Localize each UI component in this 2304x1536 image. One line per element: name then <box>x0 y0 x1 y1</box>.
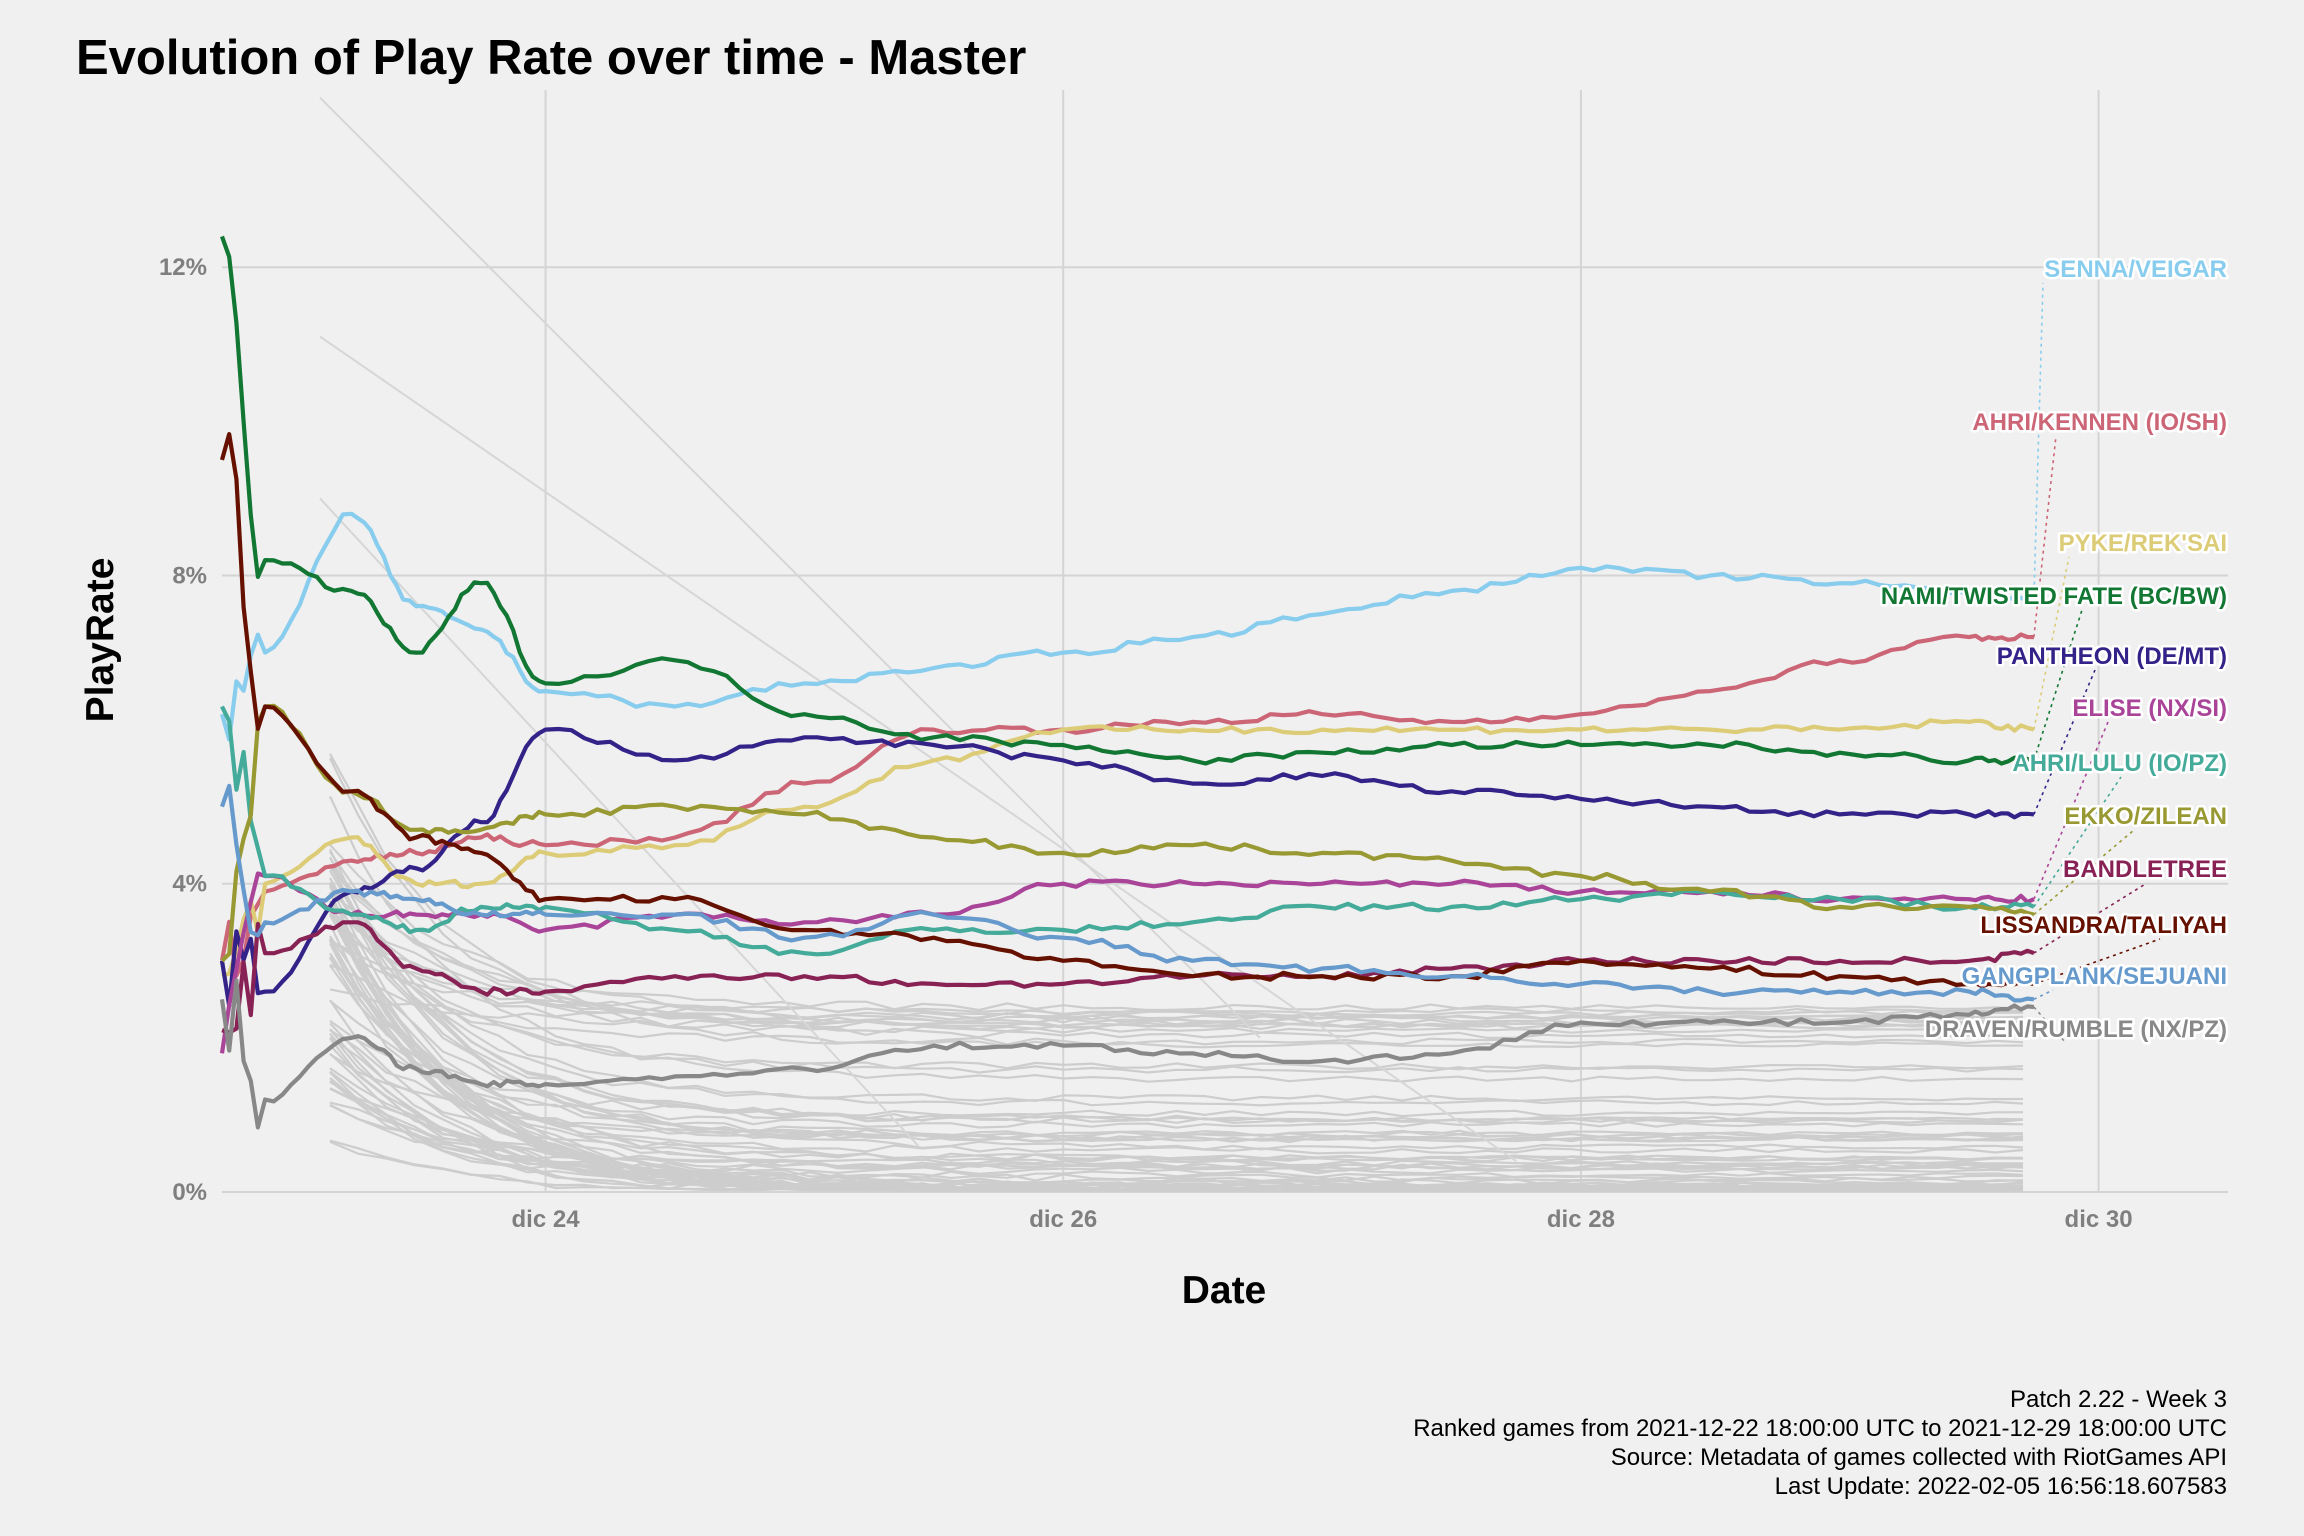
background-series-line <box>329 964 2024 1155</box>
series-line <box>219 978 2035 1130</box>
series-end-label: BANDLETREE <box>2063 856 2227 883</box>
background-series-line <box>329 939 2024 1191</box>
label-leader-line <box>2033 989 2054 1001</box>
x-tick-label: dic 30 <box>2065 1206 2133 1233</box>
background-series-line <box>329 863 2024 1123</box>
background-series-line <box>329 1020 2024 1118</box>
x-tick-label: dic 28 <box>1547 1206 1615 1233</box>
series-end-label: LISSANDRA/TALIYAH <box>1980 912 2227 939</box>
label-leader-line <box>2033 829 2135 916</box>
label-leader-line <box>2033 882 2148 954</box>
background-series-line <box>329 795 2024 1083</box>
background-series-line <box>329 1104 2024 1182</box>
series-line <box>219 632 2034 978</box>
label-leader-line <box>2033 938 2161 985</box>
chart-title: Evolution of Play Rate over time - Maste… <box>76 31 1027 85</box>
background-series-line <box>319 335 1517 1162</box>
series-end-label: ELISE (NX/SI) <box>2072 695 2227 722</box>
series-end-label: SENNA/VEIGAR <box>2044 256 2227 283</box>
series-line <box>221 718 2035 979</box>
series-end-label: EKKO/ZILEAN <box>2064 803 2227 830</box>
series-line <box>220 703 2035 963</box>
background-series-line <box>329 877 2024 1144</box>
background-series-line <box>329 856 2024 1103</box>
x-tick-label: dic 24 <box>512 1206 581 1233</box>
x-axis-title: Date <box>1182 1269 1267 1312</box>
label-leader-line <box>2033 282 2044 599</box>
background-series-line <box>329 911 2024 1034</box>
background-series-line <box>329 913 2023 1192</box>
series-line <box>219 432 2035 989</box>
series-line <box>220 783 2035 1003</box>
series-line <box>220 705 2035 957</box>
background-series-line <box>329 939 2024 1017</box>
x-tick-label: dic 26 <box>1029 1206 1097 1233</box>
background-series-line <box>329 1028 2024 1143</box>
caption-update: Last Update: 2022-02-05 16:56:18.607583 <box>1774 1473 2227 1500</box>
series-end-label: AHRI/KENNEN (IO/SH) <box>1972 409 2227 436</box>
label-leader-line <box>2033 609 2083 761</box>
y-tick-label: 8% <box>172 562 207 589</box>
background-series-line <box>329 913 2024 1071</box>
background-series-line <box>329 963 2024 1046</box>
background-series-line <box>329 869 2024 1124</box>
background-series-line <box>329 882 2024 1074</box>
series-line <box>219 511 2035 742</box>
caption-patch: Patch 2.22 - Week 3 <box>2009 1386 2227 1413</box>
series-end-label: PANTHEON (DE/MT) <box>1997 643 2227 670</box>
series-end-label: GANGPLANK/SEJUANI <box>1962 963 2227 990</box>
caption-source: Source: Metadata of games collected with… <box>1610 1444 2227 1471</box>
background-series-line <box>329 753 2024 1040</box>
background-series-line <box>319 96 1261 1039</box>
background-series-line <box>329 1036 2024 1162</box>
background-series-line <box>329 863 2024 1021</box>
y-tick-label: 12% <box>159 254 207 281</box>
caption-range: Ranked games from 2021-12-22 18:00:00 UT… <box>1413 1415 2227 1442</box>
chart-caption: Patch 2.22 - Week 3 Ranked games from 20… <box>1413 1385 2227 1501</box>
label-leader-line <box>2033 776 2122 908</box>
label-leader-line <box>2033 1006 2067 1044</box>
series-line <box>221 920 2035 1035</box>
series-end-label: DRAVEN/RUMBLE (NX/PZ) <box>1925 1016 2227 1043</box>
series-line <box>219 726 2035 1008</box>
background-series-line <box>329 883 2024 1107</box>
y-tick-label: 4% <box>172 871 207 898</box>
series-end-label: PYKE/REK'SAI <box>2059 530 2227 557</box>
background-series-line <box>329 1000 2024 1129</box>
label-leader-line <box>2033 669 2096 815</box>
y-tick-label: 0% <box>172 1179 207 1206</box>
background-series-line <box>329 1067 2024 1171</box>
label-leader-line <box>2033 435 2057 638</box>
series-line <box>220 235 2035 766</box>
background-series-line <box>329 866 2024 1016</box>
label-leader-line <box>2033 556 2070 730</box>
series-end-label: NAMI/TWISTED FATE (BC/BW) <box>1881 583 2227 610</box>
series-end-label: AHRI/LULU (IO/PZ) <box>2012 750 2227 777</box>
y-axis-title: PlayRate <box>79 558 122 723</box>
